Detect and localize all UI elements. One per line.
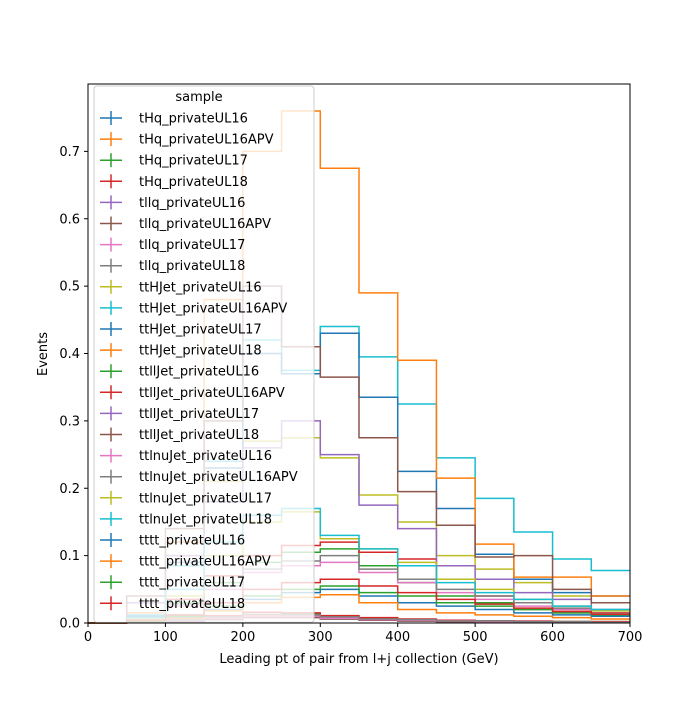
legend-box: [93, 85, 315, 623]
legend-entry-label: tttt_privateUL17: [139, 576, 245, 591]
legend-entry-label: tHq_privateUL16: [139, 112, 248, 127]
legend-entry-label: tllq_privateUL16: [139, 196, 245, 211]
y-tick-label: 0.1: [59, 549, 80, 564]
x-axis: 0 100 200 300 400 500 600 700: [84, 623, 643, 645]
legend-entry-label: ttllJet_privateUL16APV: [139, 386, 285, 401]
legend-entry-label: ttllJet_privateUL17: [139, 407, 259, 422]
x-tick-label: 600: [540, 630, 565, 645]
x-tick-label: 200: [230, 630, 255, 645]
legend-entry-label: ttHJet_privateUL16: [139, 280, 262, 295]
x-tick-label: 700: [618, 630, 643, 645]
x-tick-label: 300: [308, 630, 333, 645]
legend: sample tHq_privateUL16 tHq_privateUL16APVt…: [93, 85, 315, 623]
legend-entry-label: ttlnuJet_privateUL16: [139, 449, 272, 464]
legend-entry-label: tttt_privateUL16: [139, 534, 245, 549]
legend-entry-label: ttlnuJet_privateUL17: [139, 491, 272, 506]
legend-entry-label: tHq_privateUL17: [139, 154, 248, 169]
y-tick-label: 0.4: [59, 347, 80, 362]
y-tick-label: 0.7: [59, 145, 80, 160]
x-tick-label: 0: [84, 630, 92, 645]
y-tick-label: 0.0: [59, 617, 80, 632]
x-tick-label: 100: [153, 630, 178, 645]
legend-entry-label: tllq_privateUL16APV: [139, 217, 271, 232]
legend-entry-label: tllq_privateUL18: [139, 259, 245, 274]
y-tick-label: 0.2: [59, 482, 80, 497]
x-tick-label: 500: [463, 630, 488, 645]
legend-entry-label: ttllJet_privateUL16: [139, 365, 259, 380]
legend-entry-label: tHq_privateUL16APV: [139, 133, 274, 148]
legend-entry-label: ttlnuJet_privateUL16APV: [139, 470, 298, 485]
legend-entry-label: ttHJet_privateUL17: [139, 323, 262, 338]
y-axis: 0.0 0.1 0.2 0.3 0.4 0.5 0.6 0.7: [59, 145, 88, 632]
legend-entry-label: tllq_privateUL17: [139, 238, 245, 253]
x-tick-label: 400: [385, 630, 410, 645]
legend-entry-label: ttllJet_privateUL18: [139, 428, 259, 443]
y-axis-label: Events: [36, 332, 51, 376]
y-tick-label: 0.6: [59, 212, 80, 227]
legend-entry-label: ttlnuJet_privateUL18: [139, 512, 272, 527]
legend-title: sample: [175, 90, 222, 105]
legend-entry-label: ttHJet_privateUL18: [139, 344, 262, 359]
legend-entry-label: tHq_privateUL18: [139, 175, 248, 190]
legend-entry-label: tttt_privateUL16APV: [139, 555, 271, 570]
y-tick-label: 0.3: [59, 414, 80, 429]
x-axis-label: Leading pt of pair from l+j collection (…: [219, 652, 498, 667]
legend-entry-label: tttt_privateUL18: [139, 597, 245, 612]
legend-entry-label: ttHJet_privateUL16APV: [139, 301, 287, 316]
y-tick-label: 0.5: [59, 280, 80, 295]
